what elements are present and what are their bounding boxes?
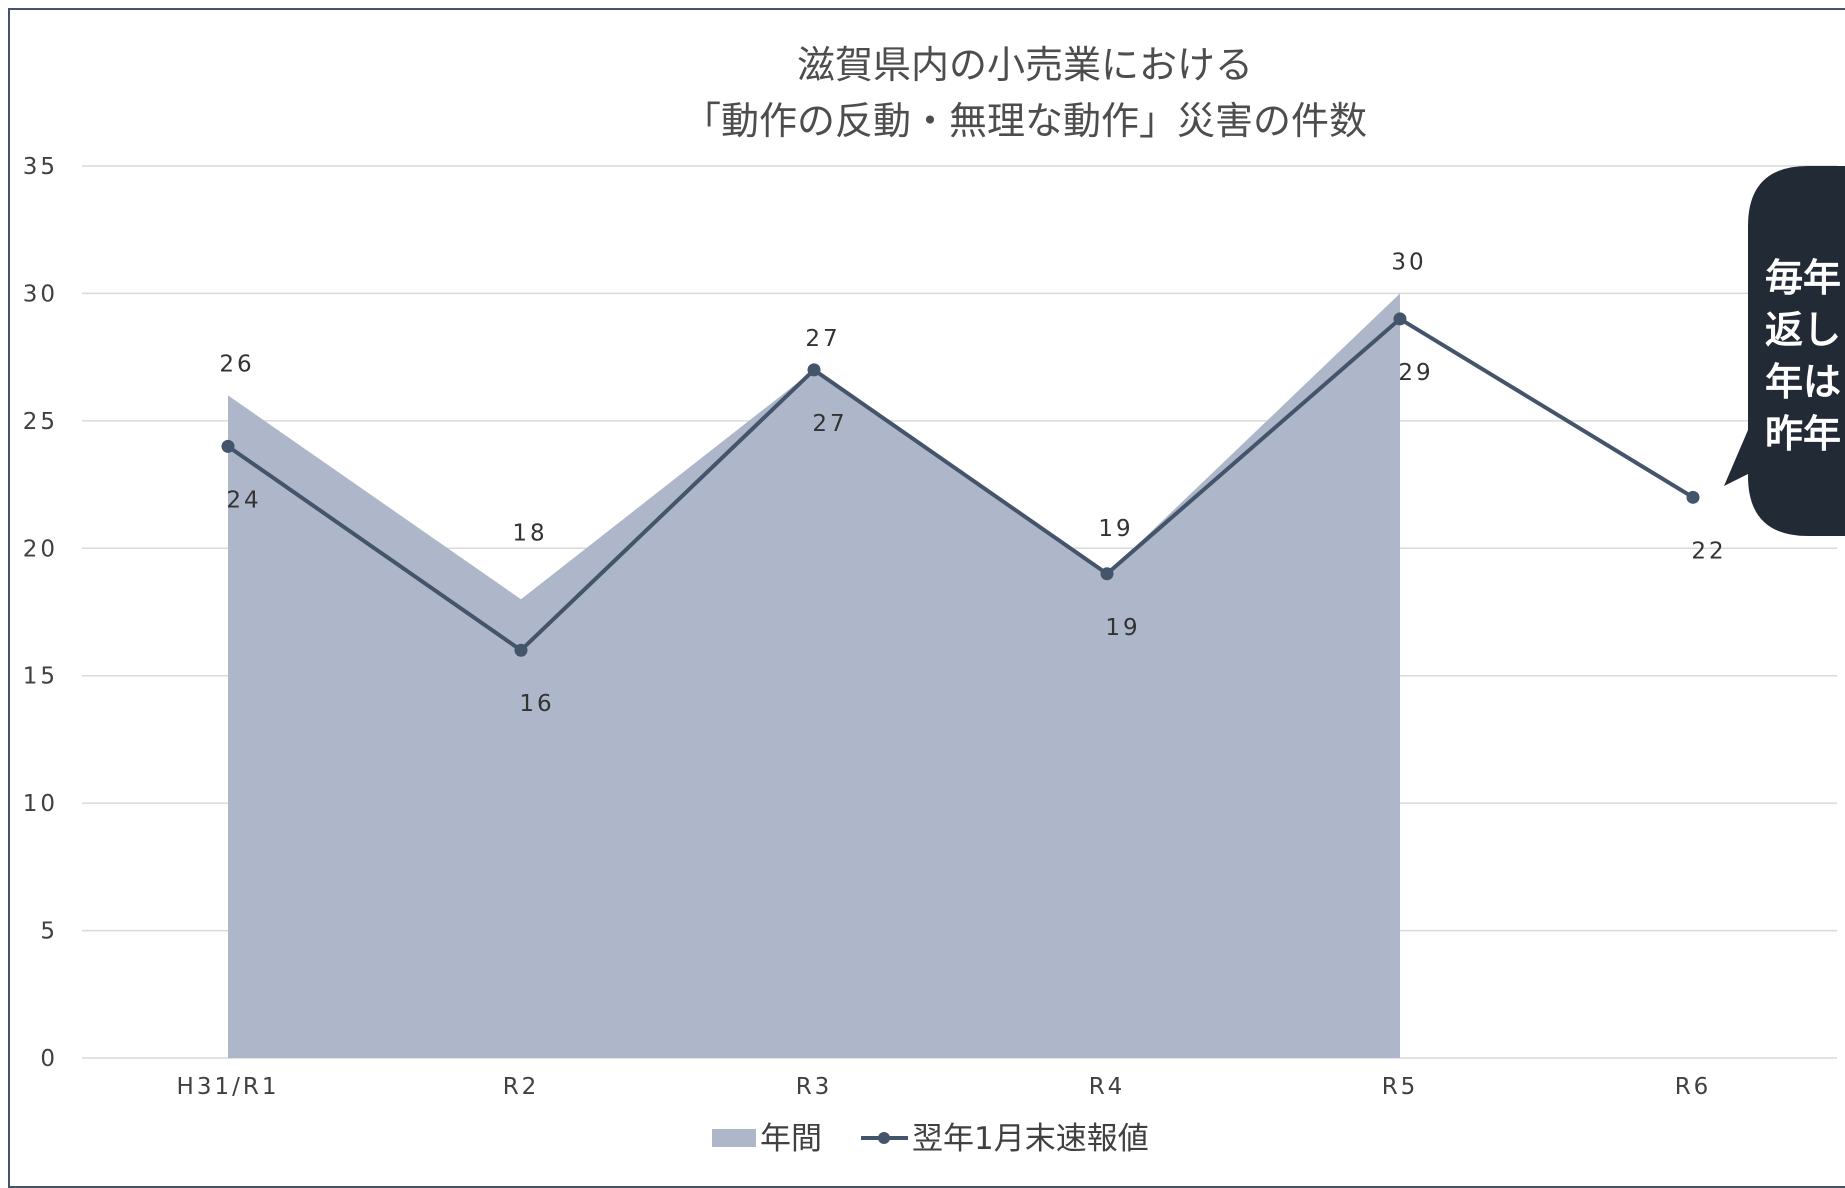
legend-label-nenkan: 年間 — [760, 1121, 822, 1157]
area-data-label-2: 27 — [805, 326, 840, 352]
axes: 0 5 10 15 20 25 30 35 H31/R1 R2 R3 R4 R5 R6 — [23, 154, 1712, 1100]
y-tick-label-20: 20 — [23, 536, 58, 562]
y-tick-label-25: 25 — [23, 409, 58, 435]
legend-label-sokuhou: 翌年1月末速報値 — [912, 1121, 1149, 1157]
x-tick-label-3: R4 — [1089, 1074, 1126, 1100]
x-tick-label-5: R6 — [1675, 1074, 1712, 1100]
callout-text-line-2: 年は — [1765, 360, 1841, 404]
callout-shape — [1724, 166, 1845, 536]
callout-text-line-3: 昨年 — [1765, 412, 1841, 456]
x-tick-label-2: R3 — [796, 1074, 833, 1100]
y-tick-label-15: 15 — [23, 664, 58, 690]
y-tick-label-5: 5 — [40, 919, 58, 945]
chart-title-line-2: 「動作の反動・無理な動作」災害の件数 — [683, 99, 1367, 143]
line-point-0 — [221, 439, 235, 453]
callout-text-line-1: 返し — [1765, 308, 1841, 352]
chart-title-line-1: 滋賀県内の小売業における — [797, 43, 1253, 87]
area-data-label-0: 26 — [219, 351, 254, 377]
line-point-1 — [514, 643, 528, 657]
y-tick-label-35: 35 — [23, 154, 58, 180]
area-data-label-4: 30 — [1391, 249, 1426, 275]
area-series-nenkan — [228, 293, 1400, 1058]
data-labels: 26 18 27 19 30 24 16 27 19 29 22 — [219, 249, 1726, 717]
area-series-layer — [228, 293, 1400, 1058]
callout-text-line-0: 毎年 — [1765, 256, 1841, 300]
legend-marker-sokuhou — [878, 1132, 890, 1144]
line-data-label-1: 16 — [519, 691, 554, 717]
y-tick-label-30: 30 — [23, 281, 58, 307]
x-tick-label-0: H31/R1 — [177, 1074, 280, 1100]
legend-swatch-nenkan — [712, 1129, 756, 1147]
x-tick-label-1: R2 — [503, 1074, 540, 1100]
area-data-label-1: 18 — [512, 520, 547, 546]
line-series-sokuhou — [226, 316, 1695, 653]
legend: 年間 翌年1月末速報値 — [712, 1121, 1149, 1157]
line-data-label-0: 24 — [226, 487, 261, 513]
line-point-3 — [1100, 567, 1114, 581]
line-point-5 — [1686, 490, 1700, 504]
area-data-label-3: 19 — [1098, 516, 1133, 542]
line-point-4 — [1393, 312, 1407, 326]
line-data-label-2: 27 — [812, 411, 847, 437]
line-series-layer — [221, 312, 1700, 657]
y-tick-label-10: 10 — [23, 791, 58, 817]
x-tick-label-4: R5 — [1382, 1074, 1419, 1100]
line-data-label-4: 29 — [1398, 360, 1433, 386]
line-point-2 — [807, 363, 821, 377]
line-data-label-5: 22 — [1691, 538, 1726, 564]
line-data-label-3: 19 — [1105, 615, 1140, 641]
y-tick-label-0: 0 — [40, 1046, 58, 1072]
